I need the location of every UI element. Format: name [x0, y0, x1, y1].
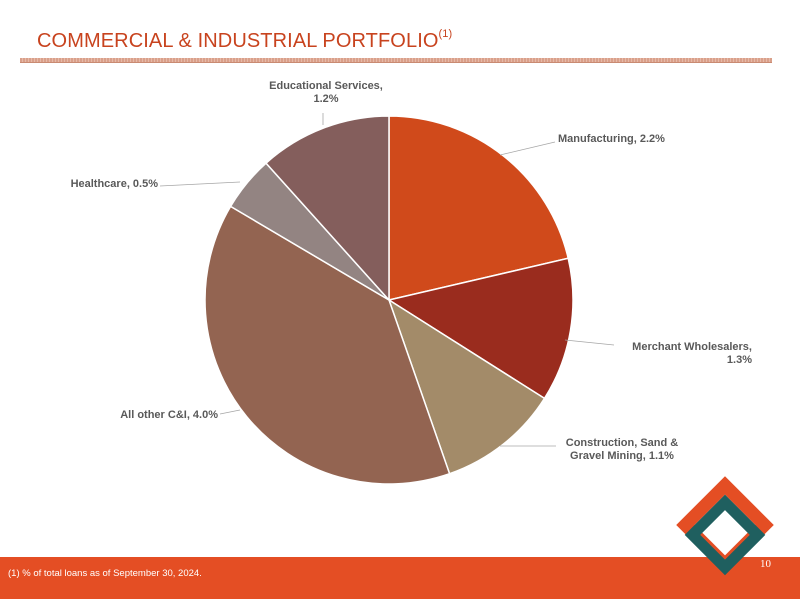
slice-label-line: 1.3%: [727, 354, 752, 366]
pie-slice-2: [387, 298, 546, 475]
page-title-text: COMMERCIAL & INDUSTRIAL PORTFOLIO: [37, 30, 439, 52]
leader-line-4: [159, 181, 241, 187]
leader-line-0: [499, 141, 556, 156]
slice-label-1: Merchant Wholesalers, 1.3%: [632, 341, 752, 366]
leader-line-1: [564, 339, 615, 346]
slice-label-line: Educational Services,: [269, 80, 383, 92]
slice-label-line: Gravel Mining, 1.1%: [570, 450, 674, 462]
leader-line-3: [219, 409, 241, 415]
slice-label-line: 1.2%: [313, 93, 338, 105]
pie-slice-3: [204, 205, 451, 485]
slice-label-line: Construction, Sand &: [566, 437, 679, 449]
slice-label-0: Manufacturing, 2.2%: [558, 133, 665, 145]
footer-bar: [0, 557, 800, 599]
pie-slice-5: [264, 115, 390, 302]
slice-label-5: Educational Services, 1.2%: [269, 80, 383, 105]
slice-label-line: Merchant Wholesalers,: [632, 341, 752, 353]
pie-slice-0: [388, 115, 570, 301]
pie-chart: Manufacturing, 2.2% Merchant Wholesalers,…: [71, 80, 752, 485]
diamond-logo-icon: [676, 476, 774, 576]
slice-label-4: Healthcare, 0.5%: [71, 178, 159, 190]
slice-label-line: Healthcare, 0.5%: [71, 178, 159, 190]
title-divider: [20, 58, 772, 63]
footnote: (1) % of total loans as of September 30,…: [8, 568, 202, 579]
slice-label-3: All other C&I, 4.0%: [120, 409, 218, 421]
title-footnote-marker: (1): [438, 28, 453, 41]
slice-label-line: Manufacturing, 2.2%: [558, 133, 665, 145]
page-number: 10: [760, 558, 771, 570]
pie-slice-1: [387, 257, 574, 400]
slice-label-line: All other C&I, 4.0%: [120, 409, 218, 421]
slice-label-2: Construction, Sand & Gravel Mining, 1.1%: [566, 437, 679, 462]
page-title: COMMERCIAL & INDUSTRIAL PORTFOLIO(1): [37, 28, 453, 53]
